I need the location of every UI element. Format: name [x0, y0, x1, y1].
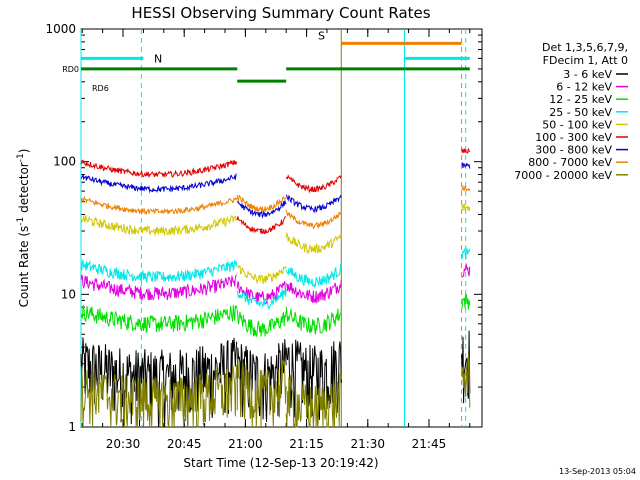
series-line-0	[461, 330, 471, 404]
series-line-7	[461, 184, 471, 192]
series-line-5	[80, 159, 238, 178]
series-line-2	[80, 304, 238, 334]
x-tick-label: 21:15	[289, 437, 324, 451]
series-line-4	[80, 215, 238, 237]
legend-entry: 12 - 25 keV	[549, 93, 612, 106]
timestamp: 13-Sep-2013 05:04	[559, 467, 636, 476]
axis-ticks	[81, 28, 482, 428]
legend-header-1: Det 1,3,5,6,7,9,	[542, 41, 628, 54]
series-line-6	[461, 161, 471, 169]
series-line-4	[237, 265, 287, 285]
legend-entry: 25 - 50 keV	[549, 106, 612, 119]
legend-entry: 50 - 100 keV	[542, 118, 612, 131]
series-line-2	[285, 306, 342, 335]
series-line-2	[236, 309, 287, 338]
series-line-6	[285, 194, 342, 214]
y-axis-label: Count Rate (s-1 detector-1)	[16, 149, 31, 308]
series-line-7	[236, 194, 287, 214]
y-tick-labels: 1 10 100 1000	[45, 22, 76, 434]
x-axis-label: Start Time (12-Sep-13 20:19:42)	[183, 456, 378, 470]
legend: Det 1,3,5,6,7,9, FDecim 1, Att 0 3 - 6 k…	[514, 41, 628, 182]
series-line-6	[80, 173, 237, 194]
flag-label: N	[154, 52, 162, 65]
flag-label: RD0	[62, 65, 79, 74]
y-tick-label: 1000	[45, 22, 76, 36]
series-line-3	[461, 247, 471, 260]
x-tick-label: 21:30	[350, 437, 385, 451]
series-line-1	[236, 280, 287, 305]
series-line-8	[285, 372, 342, 428]
legend-entry: 3 - 6 keV	[563, 68, 612, 81]
series-line-7	[285, 209, 342, 230]
series-line-5	[285, 174, 342, 194]
series-line-6	[236, 200, 287, 219]
x-tick-label: 21:00	[228, 437, 263, 451]
x-tick-label: 21:45	[412, 437, 447, 451]
legend-entry: 100 - 300 keV	[535, 131, 612, 144]
x-tick-label: 20:45	[167, 437, 202, 451]
series-line-8	[236, 358, 287, 428]
flag-label: S	[318, 29, 325, 42]
chart-title: HESSI Observing Summary Count Rates	[131, 4, 430, 22]
series-line-3	[285, 263, 342, 289]
legend-entry: 300 - 800 keV	[535, 144, 612, 157]
series-line-3	[236, 289, 287, 310]
legend-entry: 800 - 7000 keV	[528, 156, 612, 169]
legend-entry: 7000 - 20000 keV	[514, 169, 612, 182]
series-line-5	[236, 216, 287, 235]
series-line-4	[285, 231, 342, 255]
series-line-8	[80, 364, 238, 428]
flag-bars: N S RD0 RD6	[62, 29, 470, 93]
series-line-1	[80, 274, 237, 301]
series-line-7	[80, 195, 238, 216]
series-lines	[80, 148, 471, 428]
series-line-8	[461, 355, 471, 408]
legend-header-2: FDecim 1, Att 0	[543, 54, 628, 67]
series-line-0	[285, 339, 342, 420]
legend-entry: 6 - 12 keV	[556, 81, 612, 94]
series-line-1	[286, 280, 342, 304]
y-tick-label: 10	[61, 287, 76, 301]
x-tick-labels: 20:30 20:45 21:00 21:15 21:30 21:45	[106, 437, 447, 451]
series-line-2	[461, 293, 471, 310]
y-tick-label: 100	[53, 155, 76, 169]
series-line-5	[461, 148, 471, 155]
flag-label: RD6	[92, 84, 109, 93]
series-line-1	[461, 263, 471, 278]
series-line-3	[80, 259, 238, 283]
x-tick-label: 20:30	[106, 437, 141, 451]
series-line-4	[461, 203, 471, 212]
y-tick-label: 1	[68, 420, 76, 434]
